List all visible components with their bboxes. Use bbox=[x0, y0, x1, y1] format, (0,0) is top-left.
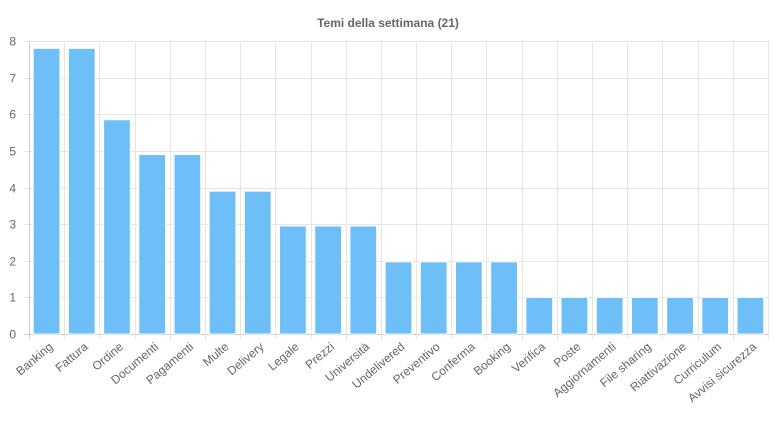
y-tick-label: 3 bbox=[9, 218, 16, 232]
bar-verifica[interactable] bbox=[525, 296, 554, 335]
bar-curriculum[interactable] bbox=[701, 296, 730, 335]
bar-preventivo[interactable] bbox=[419, 261, 448, 335]
bar-prezzi[interactable] bbox=[314, 225, 342, 335]
bar-fattura[interactable] bbox=[67, 47, 96, 335]
bar-delivery[interactable] bbox=[243, 190, 272, 335]
bar-legale[interactable] bbox=[279, 225, 307, 335]
y-tick-label: 4 bbox=[9, 182, 16, 196]
y-axis: 0 1 2 3 4 5 6 7 8 bbox=[9, 35, 16, 342]
bar-riattivazione[interactable] bbox=[666, 296, 694, 335]
x-tick-label: Booking bbox=[471, 340, 513, 379]
chart-title: Temi della settimana (21) bbox=[317, 16, 459, 30]
bar-undelivered[interactable] bbox=[384, 261, 413, 335]
bar-multe[interactable] bbox=[208, 190, 237, 335]
bar-series bbox=[32, 47, 765, 335]
x-tick-label: Delivery bbox=[224, 340, 266, 379]
bar-booking[interactable] bbox=[490, 261, 518, 335]
bar-documenti[interactable] bbox=[138, 154, 167, 335]
bar-pagamenti[interactable] bbox=[173, 154, 202, 335]
y-tick-label: 0 bbox=[9, 328, 16, 342]
y-tick-label: 7 bbox=[9, 72, 16, 86]
x-tick-label: Banking bbox=[13, 340, 55, 379]
y-tick-label: 5 bbox=[9, 145, 16, 159]
x-tick-label: Legale bbox=[265, 339, 302, 373]
grid-lines bbox=[24, 41, 769, 339]
y-tick-label: 8 bbox=[9, 35, 16, 49]
bar-avvisi-sicurezza[interactable] bbox=[736, 296, 765, 335]
bar-aggiornamenti[interactable] bbox=[595, 296, 624, 335]
bar-conferma[interactable] bbox=[455, 261, 483, 335]
bar-universit-[interactable] bbox=[349, 225, 378, 335]
bar-file-sharing[interactable] bbox=[630, 296, 659, 335]
y-tick-label: 6 bbox=[9, 108, 16, 122]
x-tick-label: Verifica bbox=[509, 339, 548, 375]
bar-ordine[interactable] bbox=[103, 119, 131, 335]
y-tick-label: 2 bbox=[9, 255, 16, 269]
bar-poste[interactable] bbox=[560, 296, 589, 335]
bar-banking[interactable] bbox=[32, 47, 61, 335]
y-tick-label: 1 bbox=[9, 291, 16, 305]
x-tick-label: Fattura bbox=[53, 339, 91, 374]
